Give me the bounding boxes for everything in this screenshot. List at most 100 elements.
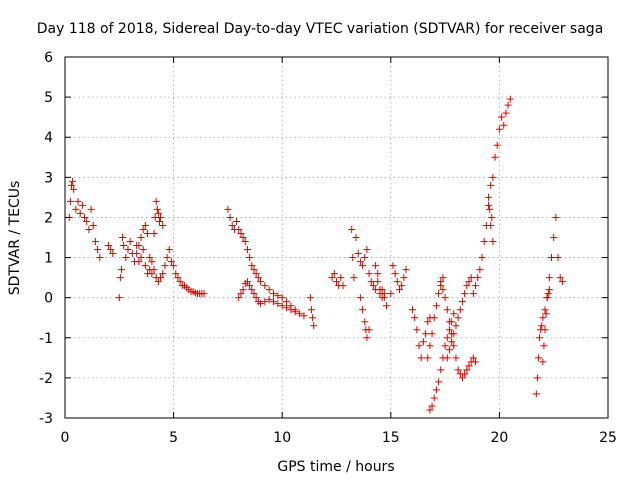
data-point: [161, 262, 169, 270]
data-point: [504, 101, 512, 109]
data-point: [155, 217, 163, 225]
data-point: [391, 270, 399, 278]
data-point: [480, 238, 488, 246]
data-point: [87, 205, 95, 213]
axis-ticks: [64, 56, 609, 419]
data-point: [233, 217, 241, 225]
data-point: [432, 386, 440, 394]
data-point: [417, 354, 425, 362]
data-point: [485, 201, 493, 209]
data-point: [157, 274, 165, 282]
data-point: [502, 109, 510, 117]
data-point: [122, 254, 130, 262]
data-point: [552, 213, 560, 221]
data-point: [237, 290, 245, 298]
data-point: [498, 113, 506, 121]
data-point: [339, 282, 347, 290]
data-point: [441, 294, 449, 302]
data-point: [495, 125, 503, 133]
data-point: [469, 354, 477, 362]
data-point: [66, 197, 74, 205]
series-arc-u: [469, 95, 514, 298]
data-point: [126, 238, 134, 246]
data-point: [228, 221, 236, 229]
data-point: [461, 290, 469, 298]
data-point: [141, 262, 149, 270]
data-point: [461, 370, 469, 378]
data-point: [450, 310, 458, 318]
data-point: [450, 330, 458, 338]
series-arc-e: [133, 221, 208, 298]
data-points: [65, 95, 566, 414]
data-point: [154, 209, 162, 217]
x-tick-label: 25: [599, 430, 617, 446]
data-point: [352, 234, 360, 241]
data-point: [556, 274, 564, 282]
data-point: [445, 346, 453, 354]
data-point: [411, 314, 419, 322]
plot-frame: [64, 56, 609, 419]
data-point: [545, 274, 553, 282]
data-point: [68, 181, 76, 189]
data-point: [393, 278, 401, 286]
data-point: [544, 290, 552, 298]
data-point: [146, 254, 154, 262]
data-point: [159, 270, 167, 278]
data-point: [365, 326, 373, 334]
data-point: [443, 354, 451, 362]
data-point: [287, 306, 295, 314]
data-point: [328, 274, 336, 282]
data-point: [144, 229, 152, 237]
data-point: [550, 234, 558, 241]
data-point: [146, 266, 154, 274]
data-point: [124, 246, 132, 254]
data-point: [452, 354, 460, 362]
data-point: [148, 258, 156, 266]
data-point: [432, 302, 440, 310]
data-point: [150, 229, 158, 237]
data-point: [246, 282, 254, 290]
data-point: [119, 234, 127, 241]
data-point: [448, 338, 456, 346]
data-point: [458, 374, 466, 382]
data-point: [226, 213, 234, 221]
data-point: [261, 282, 269, 290]
data-point: [250, 266, 258, 274]
data-point: [435, 378, 443, 386]
data-point: [91, 238, 99, 246]
data-point: [135, 242, 143, 250]
y-tick-labels: -3 -2 -1 0 1 2 3 4 5 6: [39, 50, 53, 427]
data-point: [248, 286, 256, 294]
data-point: [107, 246, 115, 254]
data-point: [283, 298, 291, 306]
data-point: [536, 334, 544, 342]
data-point: [116, 274, 124, 282]
data-point: [300, 312, 308, 320]
data-point: [256, 278, 264, 286]
series-arc-j: [306, 294, 318, 330]
series-arc-c: [104, 242, 117, 258]
data-point: [337, 274, 345, 282]
data-point: [426, 406, 434, 414]
data-point: [463, 366, 471, 374]
data-point: [487, 181, 495, 189]
data-point: [472, 358, 480, 366]
data-point: [139, 246, 147, 254]
data-point: [419, 338, 427, 346]
data-point: [554, 254, 562, 262]
data-point: [165, 246, 173, 254]
data-point: [361, 254, 369, 262]
data-point: [472, 282, 480, 290]
data-point: [350, 274, 358, 282]
data-point: [558, 278, 566, 286]
data-point: [265, 286, 273, 294]
data-point: [306, 294, 314, 302]
data-point: [141, 221, 149, 229]
series-arc-s: [437, 278, 480, 382]
data-point: [235, 294, 243, 302]
y-axis-label: SDTVAR / TECUs: [7, 181, 23, 296]
data-point: [133, 250, 141, 258]
data-point: [369, 282, 377, 290]
chart-title: Day 118 of 2018, Sidereal Day-to-day VTE…: [37, 21, 604, 37]
data-point: [135, 258, 143, 266]
